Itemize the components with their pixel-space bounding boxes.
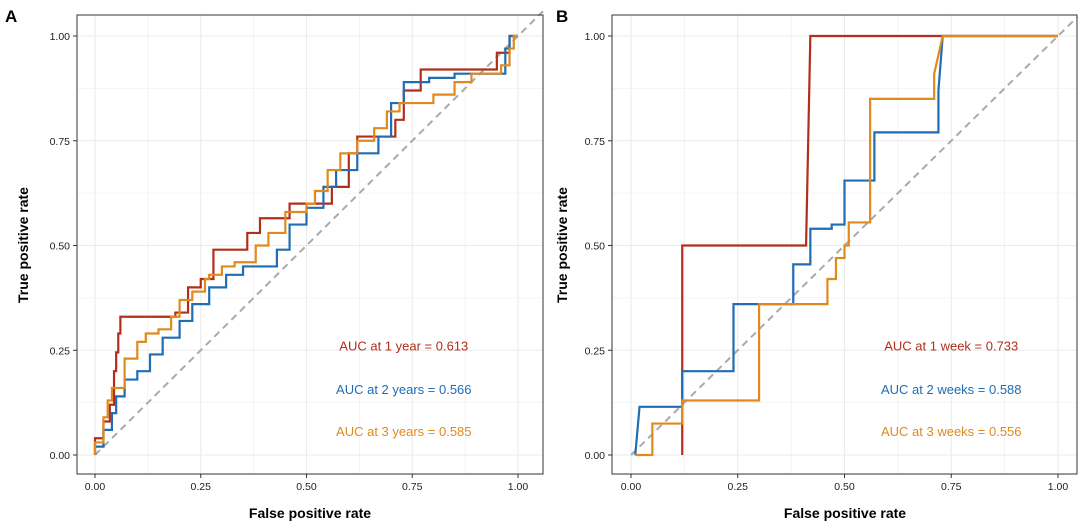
x-tick-label: 0.00 — [85, 481, 106, 493]
x-tick-label: 0.00 — [621, 481, 642, 493]
panel-b: 0.00 0.25 0.50 0.75 1.00 0.00 0.25 0.50 0.75 1.00… — [554, 7, 1078, 521]
auc-annotation-a-3: AUC at 3 years = 0.585 — [336, 424, 472, 439]
y-tick-label: 0.25 — [50, 345, 71, 357]
y-tick-label: 0.00 — [50, 450, 71, 462]
panel-letter-a: A — [5, 7, 17, 26]
x-tick-label: 0.25 — [728, 481, 749, 493]
y-axis-title-a: True positive rate — [15, 187, 31, 303]
y-tick-label: 0.50 — [50, 241, 71, 253]
diagonal-reference-line — [94, 10, 544, 456]
y-tick-label: 1.00 — [585, 31, 606, 43]
plot-area-a — [77, 15, 543, 474]
diagonal-reference-line — [630, 16, 1078, 456]
y-tick-label: 0.75 — [585, 136, 606, 148]
roc-curve-b-1 — [681, 34, 1058, 455]
auc-annotation-b-3: AUC at 3 weeks = 0.556 — [881, 424, 1022, 439]
roc-curve-b-3 — [635, 34, 1058, 457]
auc-annotation-a-2: AUC at 2 years = 0.566 — [336, 382, 472, 397]
auc-annotation-a-1: AUC at 1 year = 0.613 — [339, 338, 468, 353]
x-tick-label: 0.25 — [191, 481, 212, 493]
auc-annotation-b-2: AUC at 2 weeks = 0.588 — [881, 382, 1022, 397]
roc-curve-a-3 — [93, 34, 518, 455]
y-tick-label: 0.75 — [50, 136, 71, 148]
panel-letter-b: B — [556, 7, 568, 26]
x-axis-title-b: False positive rate — [784, 505, 906, 521]
x-tick-label: 0.75 — [941, 481, 962, 493]
x-tick-label: 1.00 — [1048, 481, 1069, 493]
x-tick-label: 0.75 — [402, 481, 423, 493]
panel-a: 0.00 0.25 0.50 0.75 1.00 0.00 0.25 0.50 0.75 1.00… — [5, 7, 544, 521]
auc-annotation-b-1: AUC at 1 week = 0.733 — [884, 338, 1018, 353]
roc-curve-b-2 — [634, 34, 1058, 456]
x-tick-label: 1.00 — [508, 481, 529, 493]
plot-border-a — [76, 14, 544, 475]
x-tick-label: 0.50 — [296, 481, 317, 493]
y-tick-label: 1.00 — [50, 31, 71, 43]
y-tick-label: 0.25 — [585, 345, 606, 357]
y-tick-label: 0.00 — [585, 450, 606, 462]
x-tick-label: 0.50 — [834, 481, 855, 493]
y-axis-title-b: True positive rate — [554, 187, 570, 303]
y-tick-label: 0.50 — [585, 241, 606, 253]
x-axis-title-a: False positive rate — [249, 505, 371, 521]
